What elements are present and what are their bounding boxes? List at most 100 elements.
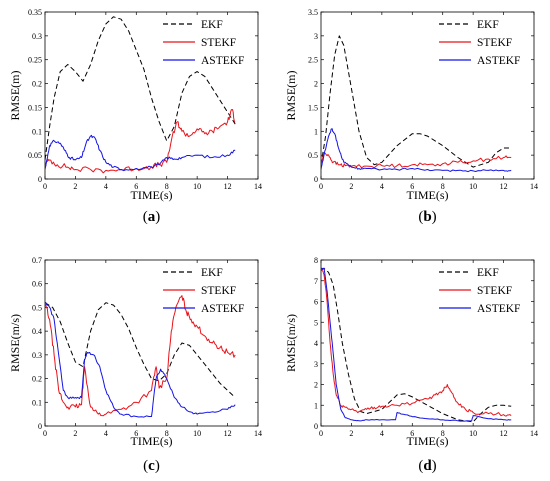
x-tick-label: 8 (441, 429, 445, 438)
y-tick-label: 0.35 (28, 8, 42, 17)
panel-caption: (a) (143, 209, 161, 225)
x-tick-label: 8 (165, 182, 169, 191)
x-tick-label: 14 (254, 182, 262, 191)
y-tick-label: 1 (314, 127, 318, 136)
y-tick-label: 0.1 (32, 127, 42, 136)
x-tick-label: 14 (254, 429, 262, 438)
x-tick-label: 0 (43, 182, 47, 191)
series-line-astekf (45, 134, 236, 172)
y-tick-label: 1 (314, 401, 318, 410)
y-axis-label: RMSE(m) (284, 70, 298, 120)
x-tick-label: 10 (193, 182, 201, 191)
series-group (45, 295, 236, 418)
x-tick-label: 6 (134, 182, 138, 191)
series-group (321, 267, 512, 423)
series-line-ekf (321, 35, 512, 168)
series-line-stekf (321, 267, 512, 417)
panel-d: 0 2 4 6 8 10 12 14012345678TIME(s)RMSE(m/s)EKFS… (284, 256, 538, 474)
legend-label-stekf: STEKF (201, 37, 236, 49)
panel-caption: (d) (418, 458, 436, 474)
series-group (45, 16, 236, 174)
y-axis-label: RMSE(m) (8, 70, 22, 120)
panel-b: 0 2 4 6 8 10 12 14 0 0.5 1 1.5 2 2.5 3 3.5 TIME(s) RMSE(m… (284, 8, 538, 225)
legend-label-ekf: EKF (477, 267, 499, 279)
y-tick-label: 2.5 (308, 56, 318, 65)
y-tick-label: 5 (314, 318, 318, 327)
y-tick-label: 0.5 (308, 151, 318, 160)
y-tick-label: 0 (38, 422, 42, 431)
series-line-astekf (321, 128, 512, 173)
y-tick-label: 0.2 (32, 375, 42, 384)
x-axis-label: TIME(s) (131, 188, 173, 202)
x-tick-label: 6 (134, 429, 138, 438)
x-tick-label: 2 (349, 429, 353, 438)
plot-area (320, 11, 535, 180)
x-tick-label: 2 (73, 182, 77, 191)
y-tick-label: 3 (314, 32, 318, 41)
x-tick-label: 2 (73, 429, 77, 438)
x-tick-label: 12 (500, 429, 508, 438)
x-tick-label: 4 (104, 182, 108, 191)
panel-c: 0 2 4 6 8 10 12 14 0 0.1 0.2 0.3 0.4 0.5 0.6 0.7 TIME(s)… (8, 256, 262, 474)
y-tick-label: 0.05 (28, 151, 42, 160)
legend-label-stekf: STEKF (477, 285, 512, 297)
y-tick-label: 0.4 (32, 327, 42, 336)
legend-label-ekf: EKF (201, 19, 223, 31)
y-tick-label: 0 (314, 175, 318, 184)
x-axis-label: TIME(s) (407, 434, 449, 448)
series-line-ekf (45, 302, 236, 398)
panel-caption: (c) (143, 458, 160, 474)
x-axis-label: TIME(s) (131, 434, 173, 448)
legend-label-stekf: STEKF (477, 37, 512, 49)
x-tick-label: 12 (500, 182, 508, 191)
series-line-stekf (321, 152, 512, 169)
legend-label-ekf: EKF (201, 267, 223, 279)
x-tick-label: 8 (165, 429, 169, 438)
x-axis-label: TIME(s) (407, 188, 449, 202)
x-tick-label: 0 (43, 429, 47, 438)
y-tick-label: 1.5 (308, 103, 318, 112)
y-tick-label: 0.15 (28, 103, 42, 112)
x-tick-label: 0 (319, 182, 323, 191)
y-tick-label: 0.5 (32, 303, 42, 312)
x-tick-label: 8 (441, 182, 445, 191)
y-tick-label: 0 (314, 422, 318, 431)
y-tick-label: 0.3 (32, 351, 42, 360)
legend-label-stekf: STEKF (201, 285, 236, 297)
x-tick-label: 4 (104, 429, 108, 438)
y-tick-label: 0.3 (32, 32, 42, 41)
series-line-astekf (45, 302, 236, 418)
series-line-astekf (321, 267, 512, 422)
x-tick-label: 12 (224, 182, 232, 191)
plot-area (44, 259, 259, 427)
x-tick-label: 14 (530, 429, 538, 438)
series-group (321, 35, 512, 173)
y-tick-label: 2 (314, 80, 318, 89)
x-tick-label: 10 (193, 429, 201, 438)
legend-label-astekf: ASTEKF (477, 303, 520, 315)
x-tick-label: 4 (380, 429, 384, 438)
panel-a: 0 2 4 6 8 10 12 14 0 0.05 0.1 0.15 0.2 0.25 0.3 0.35 TIM… (8, 8, 262, 225)
y-tick-label: 6 (314, 298, 318, 307)
y-tick-label: 0.7 (32, 256, 42, 265)
x-tick-label: 2 (349, 182, 353, 191)
legend-label-ekf: EKF (477, 19, 499, 31)
plot-area (44, 11, 259, 180)
y-tick-label: 0.25 (28, 56, 42, 65)
x-tick-label: 14 (530, 182, 538, 191)
y-tick-label: 0.1 (32, 398, 42, 407)
series-line-ekf (321, 267, 512, 423)
panel-caption: (b) (418, 209, 436, 225)
series-line-stekf (45, 109, 236, 174)
x-tick-label: 10 (469, 182, 477, 191)
x-tick-label: 12 (224, 429, 232, 438)
series-line-ekf (45, 16, 236, 160)
legend-label-astekf: ASTEKF (201, 55, 244, 67)
series-line-stekf (45, 295, 236, 417)
y-tick-label: 0 (38, 175, 42, 184)
x-tick-label: 6 (410, 429, 414, 438)
y-axis-label: RMSE(m/s) (8, 314, 22, 372)
x-tick-label: 10 (469, 429, 477, 438)
y-tick-label: 0.6 (32, 280, 42, 289)
legend-label-astekf: ASTEKF (477, 55, 520, 67)
